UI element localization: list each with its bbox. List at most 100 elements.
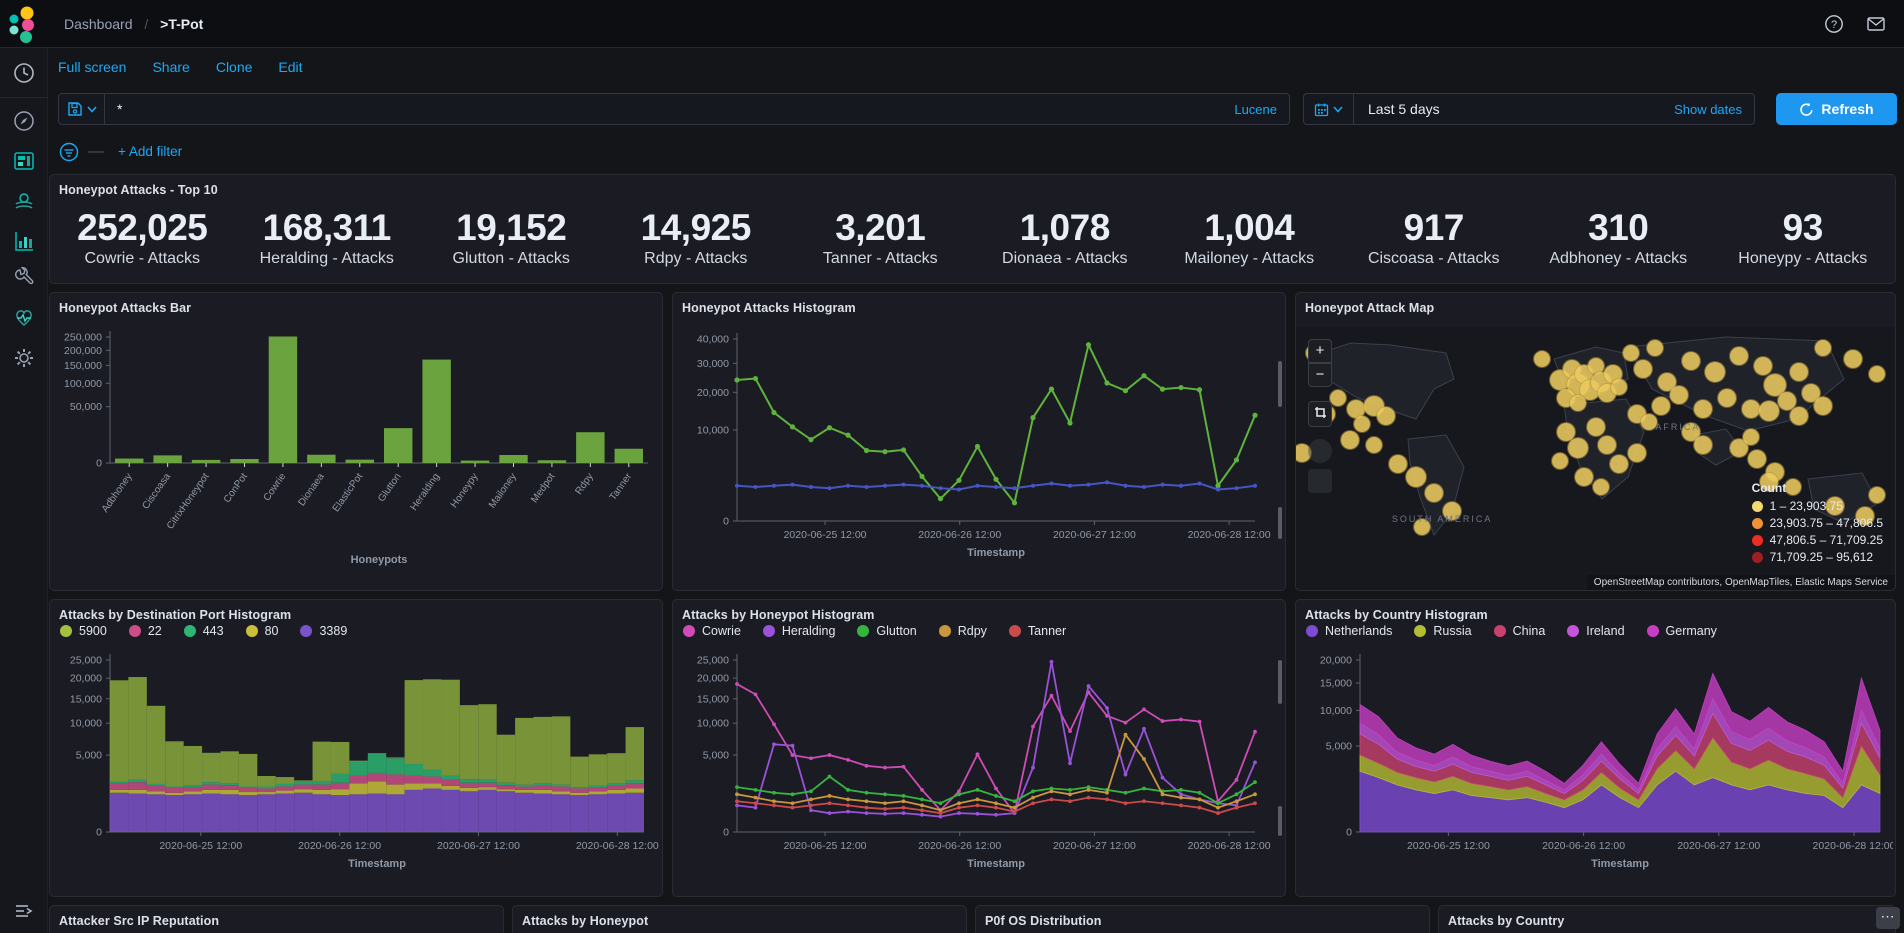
line-chart[interactable]: 0 10,000 20,000 30,000 40,000 2020-06-25 12:0… bbox=[677, 323, 1277, 587]
attack-origin-dot[interactable] bbox=[1869, 366, 1886, 383]
attack-origin-dot[interactable] bbox=[1641, 413, 1658, 430]
scrollbar-thumb[interactable] bbox=[1278, 361, 1282, 407]
world-map[interactable]: SOUTH AMERICA AFRICA + − Count 1 – 23,903… bbox=[1296, 327, 1895, 590]
attack-origin-dot[interactable] bbox=[1730, 438, 1749, 457]
legend-item-3389[interactable]: 3389 bbox=[300, 624, 347, 638]
query-text[interactable]: * bbox=[117, 101, 123, 117]
recently-viewed-clock-icon[interactable] bbox=[12, 61, 36, 85]
attack-origin-dot[interactable] bbox=[1586, 417, 1605, 436]
attack-origin-dot[interactable] bbox=[1604, 365, 1623, 384]
attack-origin-dot[interactable] bbox=[1329, 390, 1346, 406]
attack-origin-dot[interactable] bbox=[1593, 479, 1610, 496]
help-icon[interactable]: ? bbox=[1824, 14, 1844, 34]
map-tool-button[interactable] bbox=[1308, 439, 1332, 463]
attack-origin-dot[interactable] bbox=[1694, 436, 1713, 455]
attack-origin-dot[interactable] bbox=[1730, 346, 1749, 365]
stacked-area-chart[interactable]: 0 5,000 10,000 15,000 20,000 2020-06-25 12:00… bbox=[1300, 652, 1893, 892]
elastic-logo[interactable] bbox=[0, 0, 48, 48]
legend-item-Rdpy[interactable]: Rdpy bbox=[938, 624, 987, 638]
legend-item-Ireland[interactable]: Ireland bbox=[1567, 624, 1625, 638]
attack-origin-dot[interactable] bbox=[1869, 487, 1886, 504]
legend-item-80[interactable]: 80 bbox=[245, 624, 278, 638]
attack-origin-dot[interactable] bbox=[1694, 399, 1713, 418]
attack-origin-dot[interactable] bbox=[1759, 401, 1780, 422]
legend-item-5900[interactable]: 5900 bbox=[60, 624, 107, 638]
attack-origin-dot[interactable] bbox=[1652, 396, 1671, 415]
legend-item-China[interactable]: China bbox=[1493, 624, 1545, 638]
maps-icon[interactable] bbox=[12, 189, 36, 213]
attack-origin-dot[interactable] bbox=[1647, 340, 1664, 357]
attack-origin-dot[interactable] bbox=[1405, 466, 1426, 487]
scrollbar-thumb[interactable] bbox=[1278, 660, 1282, 704]
legend-item-22[interactable]: 22 bbox=[128, 624, 162, 638]
add-filter-link[interactable]: + Add filter bbox=[118, 144, 183, 159]
attack-origin-dot[interactable] bbox=[1814, 396, 1833, 415]
attack-origin-dot[interactable] bbox=[1856, 507, 1875, 526]
attack-origin-dot[interactable] bbox=[1790, 362, 1809, 381]
map-zoom-out-button[interactable]: − bbox=[1308, 363, 1332, 387]
attack-origin-dot[interactable] bbox=[1682, 352, 1701, 371]
attack-origin-dot[interactable] bbox=[1611, 379, 1628, 396]
dev-tools-wrench-icon[interactable] bbox=[12, 266, 36, 290]
toolbar-link-full-screen[interactable]: Full screen bbox=[58, 58, 127, 75]
panel-options-button[interactable]: ⋯ bbox=[1876, 907, 1900, 929]
attack-origin-dot[interactable] bbox=[1815, 340, 1832, 357]
uptime-heartbeat-icon[interactable] bbox=[12, 306, 36, 330]
legend-item-Heralding[interactable]: Heralding bbox=[762, 624, 835, 638]
map-tool-button[interactable] bbox=[1308, 469, 1332, 493]
attack-origin-dot[interactable] bbox=[1598, 436, 1617, 455]
attack-origin-dot[interactable] bbox=[1340, 431, 1359, 450]
attack-origin-dot[interactable] bbox=[1844, 349, 1863, 368]
attack-origin-dot[interactable] bbox=[1388, 454, 1407, 473]
legend-item-Germany[interactable]: Germany bbox=[1646, 624, 1717, 638]
attack-origin-dot[interactable] bbox=[1556, 423, 1575, 442]
scrollbar-thumb[interactable] bbox=[1278, 507, 1282, 539]
attack-origin-dot[interactable] bbox=[1748, 449, 1767, 468]
attack-origin-dot[interactable] bbox=[1705, 361, 1726, 382]
newsfeed-mail-icon[interactable] bbox=[1866, 14, 1886, 34]
attack-origin-dot[interactable] bbox=[1754, 357, 1773, 376]
attack-origin-dot[interactable] bbox=[1587, 358, 1604, 375]
attack-origin-dot[interactable] bbox=[1764, 373, 1787, 396]
attack-origin-dot[interactable] bbox=[1628, 444, 1647, 463]
attack-origin-dot[interactable] bbox=[1718, 389, 1737, 407]
attack-origin-dot[interactable] bbox=[1778, 391, 1797, 410]
date-picker[interactable]: Last 5 days Show dates bbox=[1303, 93, 1755, 125]
map-zoom-in-button[interactable]: + bbox=[1308, 339, 1332, 363]
visualize-chart-icon[interactable] bbox=[12, 229, 36, 253]
multi-line-chart[interactable]: 0 5,000 10,000 15,000 20,000 25,000 2020-06-25… bbox=[677, 652, 1277, 892]
legend-item-Cowrie[interactable]: Cowrie bbox=[683, 624, 741, 638]
toolbar-link-share[interactable]: Share bbox=[152, 58, 190, 75]
attack-origin-dot[interactable] bbox=[1760, 473, 1779, 492]
legend-item-Glutton[interactable]: Glutton bbox=[857, 624, 917, 638]
attack-origin-dot[interactable] bbox=[1296, 444, 1311, 463]
attack-origin-dot[interactable] bbox=[1533, 350, 1550, 367]
attack-origin-dot[interactable] bbox=[1551, 453, 1568, 470]
breadcrumb-dashboard[interactable]: Dashboard bbox=[64, 15, 133, 32]
attack-origin-dot[interactable] bbox=[1658, 373, 1677, 392]
toolbar-link-edit[interactable]: Edit bbox=[278, 58, 303, 75]
legend-item-Netherlands[interactable]: Netherlands bbox=[1306, 624, 1392, 638]
attack-origin-dot[interactable] bbox=[1567, 437, 1588, 458]
attack-origin-dot[interactable] bbox=[1346, 399, 1365, 418]
stacked-bar-chart[interactable]: 0 5,000 10,000 15,000 20,000 25,000 2020-06-25… bbox=[54, 652, 660, 892]
query-input[interactable]: * Lucene bbox=[58, 93, 1290, 125]
attack-origin-dot[interactable] bbox=[1376, 407, 1395, 426]
attack-origin-dot[interactable] bbox=[1634, 360, 1653, 379]
attack-origin-dot[interactable] bbox=[1785, 479, 1802, 496]
legend-item-443[interactable]: 443 bbox=[183, 624, 224, 638]
query-language-toggle[interactable]: Lucene bbox=[1234, 101, 1277, 117]
attack-origin-dot[interactable] bbox=[1569, 395, 1586, 412]
dashboard-icon[interactable] bbox=[12, 149, 36, 173]
attack-origin-dot[interactable] bbox=[1826, 496, 1845, 515]
discover-compass-icon[interactable] bbox=[12, 109, 36, 133]
management-gear-icon[interactable] bbox=[12, 346, 36, 370]
attack-origin-dot[interactable] bbox=[1353, 416, 1370, 433]
attack-origin-dot[interactable] bbox=[1790, 407, 1809, 426]
attack-origin-dot[interactable] bbox=[1442, 502, 1461, 521]
attack-origin-dot[interactable] bbox=[1365, 437, 1382, 454]
filter-icon[interactable] bbox=[58, 141, 80, 163]
scrollbar-thumb[interactable] bbox=[1278, 806, 1282, 836]
attack-origin-dot[interactable] bbox=[1424, 483, 1443, 502]
